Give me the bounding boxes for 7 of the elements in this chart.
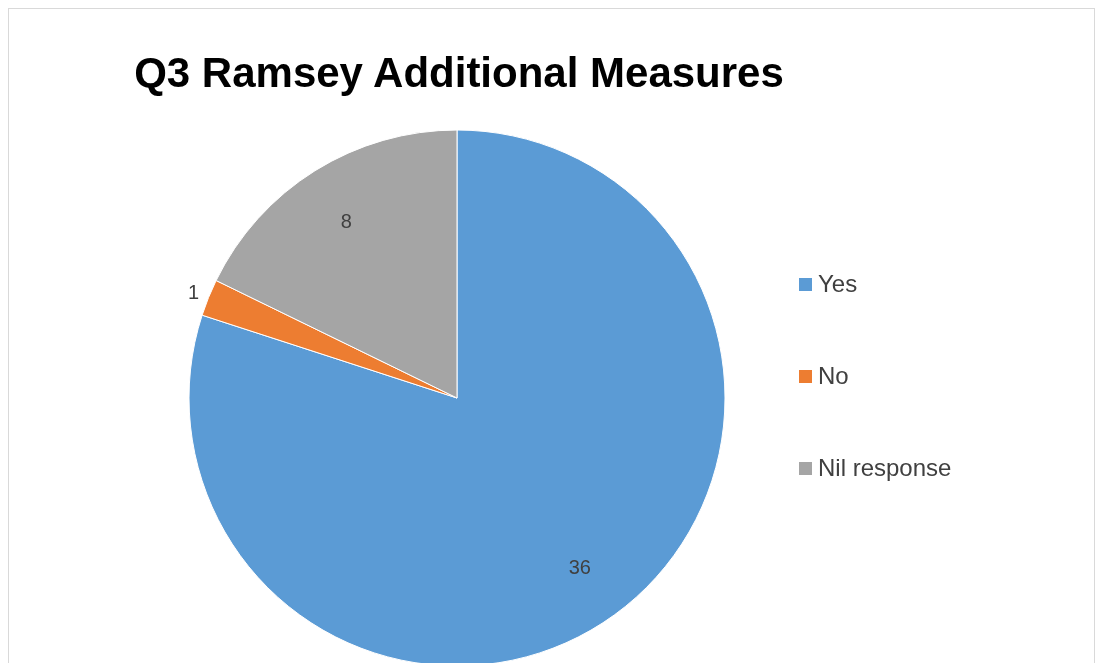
chart-title: Q3 Ramsey Additional Measures bbox=[133, 49, 785, 97]
data-label: 1 bbox=[188, 280, 200, 303]
legend-label: No bbox=[818, 362, 849, 390]
legend-label: Nil response bbox=[818, 454, 952, 482]
data-label: 8 bbox=[340, 209, 352, 232]
data-label: 36 bbox=[568, 556, 591, 579]
legend-label: Yes bbox=[818, 270, 858, 298]
